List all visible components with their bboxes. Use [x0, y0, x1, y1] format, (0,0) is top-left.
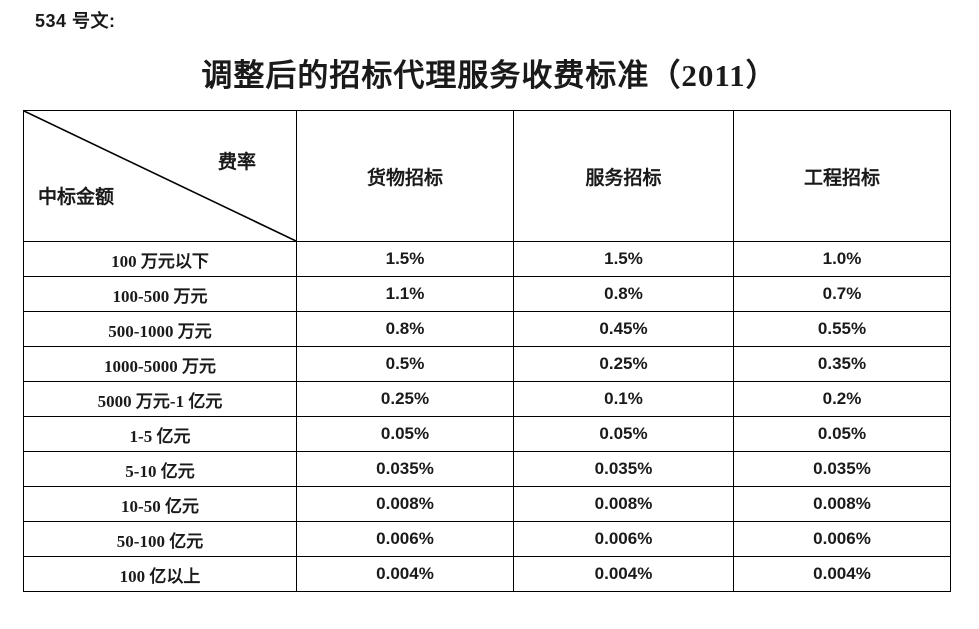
fee-cell: 0.35% — [733, 346, 951, 382]
fee-cell: 0.55% — [733, 311, 951, 347]
fee-cell: 0.05% — [513, 416, 734, 452]
fee-cell: 0.004% — [733, 556, 951, 592]
fee-cell: 0.05% — [296, 416, 514, 452]
column-header-goods-bidding: 货物招标 — [296, 110, 514, 242]
column-header-engineering-bidding: 工程招标 — [733, 110, 951, 242]
table-row: 500-1000 万元 0.8% 0.45% 0.55% — [23, 311, 951, 347]
fee-cell: 0.25% — [296, 381, 514, 417]
fee-cell: 0.035% — [513, 451, 734, 487]
fee-cell: 0.5% — [296, 346, 514, 382]
table-row: 100-500 万元 1.1% 0.8% 0.7% — [23, 276, 951, 312]
fee-standard-table: 费率 中标金额 货物招标 服务招标 工程招标 100 万元以下 1.5% 1.5… — [23, 110, 951, 592]
row-label: 500-1000 万元 — [23, 311, 297, 347]
row-label: 100-500 万元 — [23, 276, 297, 312]
fee-cell: 0.035% — [733, 451, 951, 487]
row-label: 1000-5000 万元 — [23, 346, 297, 382]
fee-cell: 0.7% — [733, 276, 951, 312]
row-label: 10-50 亿元 — [23, 486, 297, 522]
fee-cell: 0.006% — [733, 521, 951, 557]
column-header-service-bidding: 服务招标 — [513, 110, 734, 242]
fee-cell: 0.45% — [513, 311, 734, 347]
fee-cell: 0.8% — [296, 311, 514, 347]
table-row: 10-50 亿元 0.008% 0.008% 0.008% — [23, 486, 951, 522]
row-label: 5000 万元-1 亿元 — [23, 381, 297, 417]
page-title: 调整后的招标代理服务收费标准（2011） — [201, 58, 778, 93]
fee-cell: 0.008% — [296, 486, 514, 522]
fee-cell: 1.5% — [296, 241, 514, 277]
fee-cell: 0.035% — [296, 451, 514, 487]
fee-cell: 0.004% — [296, 556, 514, 592]
fee-cell: 0.25% — [513, 346, 734, 382]
diagonal-header-cell: 费率 中标金额 — [23, 110, 297, 242]
fee-cell: 0.05% — [733, 416, 951, 452]
fee-cell: 0.008% — [733, 486, 951, 522]
fee-cell: 0.2% — [733, 381, 951, 417]
row-label: 100 亿以上 — [23, 556, 297, 592]
table-row: 1000-5000 万元 0.5% 0.25% 0.35% — [23, 346, 951, 382]
fee-cell: 1.1% — [296, 276, 514, 312]
table-row: 5000 万元-1 亿元 0.25% 0.1% 0.2% — [23, 381, 951, 417]
fee-cell: 0.8% — [513, 276, 734, 312]
fee-cell: 0.004% — [513, 556, 734, 592]
row-label: 1-5 亿元 — [23, 416, 297, 452]
fee-cell: 1.0% — [733, 241, 951, 277]
table-row: 5-10 亿元 0.035% 0.035% 0.035% — [23, 451, 951, 487]
table-row: 50-100 亿元 0.006% 0.006% 0.006% — [23, 521, 951, 557]
row-label: 50-100 亿元 — [23, 521, 297, 557]
row-label: 5-10 亿元 — [23, 451, 297, 487]
table-row: 100 亿以上 0.004% 0.004% 0.004% — [23, 556, 951, 592]
fee-cell: 1.5% — [513, 241, 734, 277]
fee-cell: 0.006% — [513, 521, 734, 557]
corner-label-rate: 费率 — [217, 152, 256, 173]
row-label: 100 万元以下 — [23, 241, 297, 277]
diagonal-line — [24, 111, 296, 241]
fee-cell: 0.1% — [513, 381, 734, 417]
doc-number: 534 号文: — [35, 11, 116, 31]
fee-cell: 0.006% — [296, 521, 514, 557]
fee-cell: 0.008% — [513, 486, 734, 522]
header-row: 费率 中标金额 货物招标 服务招标 工程招标 — [23, 110, 951, 242]
table-row: 100 万元以下 1.5% 1.5% 1.0% — [23, 241, 951, 277]
table-row: 1-5 亿元 0.05% 0.05% 0.05% — [23, 416, 951, 452]
corner-label-amount: 中标金额 — [38, 187, 115, 208]
